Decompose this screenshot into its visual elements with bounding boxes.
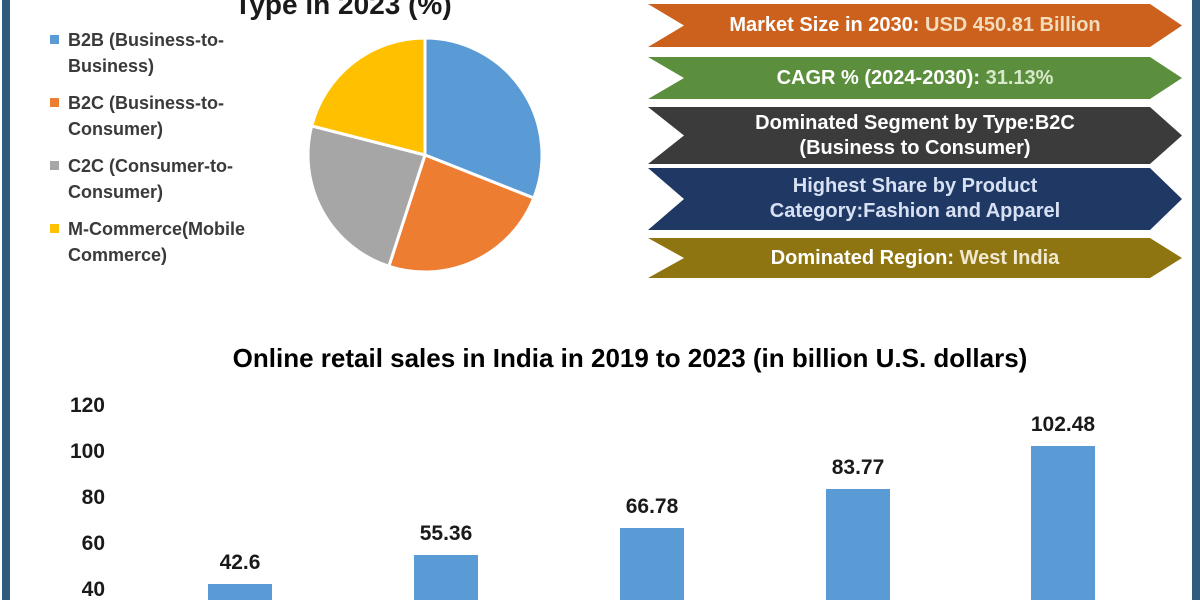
bar-value-label-2020: 55.36 [419,521,473,545]
pie-chart-title: Type in 2023 (%) [234,0,452,20]
bar-value-label-2022: 83.77 [831,456,885,480]
banner-value: 31.13% [980,66,1054,89]
bar-2019 [208,584,272,600]
bar-2023 [1031,446,1095,600]
legend-swatch-b2c-icon [50,98,59,107]
banner-label: Market Size in 2030: [729,14,920,36]
bar-2022 [826,489,890,600]
legend-item-b2c: B2C (Business-to-Consumer) [50,90,260,142]
legend-label: C2C (Consumer-to-Consumer) [68,156,233,202]
banner-highest-share: Highest Share by Product Category:Fashio… [648,168,1182,230]
bar-value-label-2019: 42.6 [219,551,261,575]
banner-value: West India [954,246,1060,269]
pie-slice-c2c [306,124,427,269]
legend-label: M-Commerce(Mobile Commerce) [68,219,246,265]
bar-2020 [414,554,478,600]
legend-item-c2c: C2C (Consumer-to-Consumer) [50,153,260,205]
left-border [2,0,10,600]
banner-dominated-segment: Dominated Segment by Type:B2C (Business … [648,107,1182,164]
y-axis-tick-120: 120 [69,394,105,417]
legend-item-m-commerce: M-Commerce(Mobile Commerce) [50,216,260,268]
y-axis-tick-100: 100 [69,440,105,463]
legend-item-b2b: B2B (Business-to-Business) [50,27,260,79]
banner-label: Highest Share by Product Category:Fashio… [769,175,1061,222]
banner-label: Dominated Region: [770,246,955,269]
legend-swatch-b2b-icon [50,35,59,44]
banner-cagr: CAGR % (2024-2030): 31.13% [648,57,1182,99]
bar-2021 [620,528,684,600]
legend-label: B2B (Business-to-Business) [68,30,225,76]
y-axis-tick-80: 80 [81,486,105,509]
banner-label: Dominated Segment by Type:B2C (Business … [755,111,1075,159]
right-border [1192,0,1200,600]
banner-dominated-region: Dominated Region: West India [648,238,1182,278]
banner-label: CAGR % (2024-2030): [776,66,981,89]
bar-chart-title: Online retail sales in India in 2019 to … [232,343,1028,373]
y-axis-tick-40: 40 [81,578,105,600]
banner-value: USD 450.81 Billion [919,14,1101,36]
pie-slice-b2c [386,153,536,274]
pie-slice-b2b [423,36,544,201]
y-axis-tick-60: 60 [81,532,105,555]
pie-chart [306,36,544,274]
bar-value-label-2021: 66.78 [625,495,679,519]
legend-swatch-m-commerce-icon [50,224,59,233]
banner-market-size: Market Size in 2030: USD 450.81 Billion [648,4,1182,47]
legend-swatch-c2c-icon [50,161,59,170]
pie-slice-m-commerce [309,36,427,157]
bar-value-label-2023: 102.48 [1030,413,1096,437]
pie-legend: B2B (Business-to-Business) B2C (Business… [50,27,260,279]
legend-label: B2C (Business-to-Consumer) [68,93,225,139]
